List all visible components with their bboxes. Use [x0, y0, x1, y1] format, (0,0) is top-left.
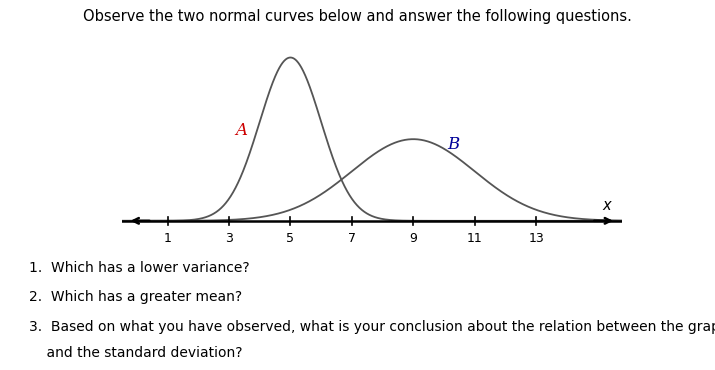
Text: x: x [602, 198, 611, 213]
Text: B: B [447, 136, 459, 153]
Text: 3.  Based on what you have observed, what is your conclusion about the relation : 3. Based on what you have observed, what… [29, 320, 715, 334]
Text: and the standard deviation?: and the standard deviation? [29, 346, 242, 360]
Text: 7: 7 [347, 232, 356, 245]
Text: 3: 3 [225, 232, 233, 245]
Text: 11: 11 [467, 232, 483, 245]
Text: 5: 5 [287, 232, 295, 245]
Text: 9: 9 [409, 232, 417, 245]
Text: 13: 13 [528, 232, 544, 245]
Text: Observe the two normal curves below and answer the following questions.: Observe the two normal curves below and … [83, 9, 632, 24]
Text: 1.  Which has a lower variance?: 1. Which has a lower variance? [29, 261, 250, 275]
Text: 2.  Which has a greater mean?: 2. Which has a greater mean? [29, 290, 242, 305]
Text: A: A [235, 122, 247, 139]
Text: 1: 1 [164, 232, 172, 245]
